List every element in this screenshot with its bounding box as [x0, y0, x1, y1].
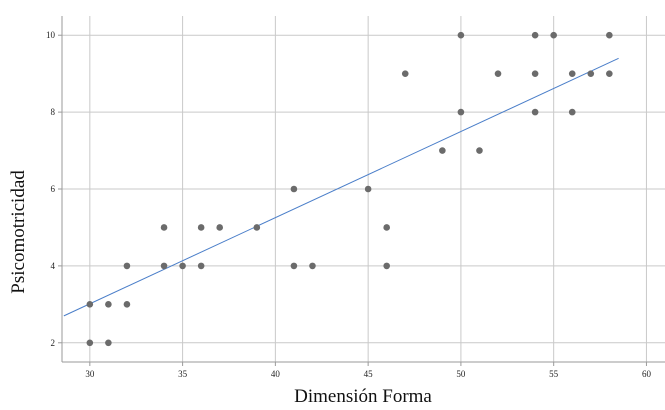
data-point	[531, 70, 539, 77]
data-point	[123, 301, 131, 308]
data-point	[439, 147, 446, 154]
data-point	[587, 70, 595, 77]
x-tick-label: 35	[178, 369, 188, 379]
data-point	[290, 262, 298, 270]
data-point	[494, 70, 502, 77]
data-point	[606, 31, 613, 39]
x-tick-label: 60	[642, 369, 652, 379]
data-point	[197, 224, 205, 231]
data-point	[253, 224, 261, 231]
x-tick-label: 45	[364, 369, 374, 379]
data-point	[606, 70, 613, 77]
data-point	[383, 224, 390, 231]
data-point	[568, 70, 576, 77]
data-point	[364, 185, 372, 193]
data-point	[401, 70, 409, 77]
data-point	[179, 262, 186, 270]
y-tick-label: 4	[51, 261, 56, 271]
data-point	[476, 147, 483, 154]
data-point	[123, 262, 131, 270]
x-tick-label: 55	[549, 369, 559, 379]
data-point	[160, 224, 168, 231]
data-points	[86, 31, 613, 347]
x-tick-label: 30	[85, 369, 95, 379]
x-axis-title: Dimensión Forma	[294, 386, 432, 407]
data-point	[105, 301, 112, 308]
fit-line-layer	[63, 57, 619, 317]
data-point	[160, 262, 168, 270]
y-tick-label: 6	[51, 184, 56, 194]
data-point	[290, 185, 298, 193]
data-point	[197, 262, 205, 270]
data-point	[383, 262, 390, 270]
data-point	[86, 301, 94, 308]
data-point	[568, 108, 576, 116]
data-point	[531, 108, 539, 116]
x-tick-label: 40	[271, 369, 281, 379]
y-tick-label: 2	[51, 338, 56, 348]
data-point	[309, 262, 316, 270]
y-axis-title: Psicomotricidad	[8, 170, 29, 294]
data-point	[457, 31, 465, 39]
data-point	[550, 31, 557, 39]
data-point	[105, 339, 112, 347]
regression-line	[63, 57, 619, 317]
x-tick-label: 50	[456, 369, 466, 379]
data-point	[86, 339, 94, 347]
data-point	[531, 31, 539, 39]
axis-ticks: 30 35 40 45 50 55 60 2 4 6 8 10	[46, 30, 651, 379]
y-tick-label: 8	[51, 107, 56, 117]
data-point	[457, 108, 465, 116]
data-point	[216, 224, 224, 231]
y-tick-label: 10	[46, 30, 56, 40]
